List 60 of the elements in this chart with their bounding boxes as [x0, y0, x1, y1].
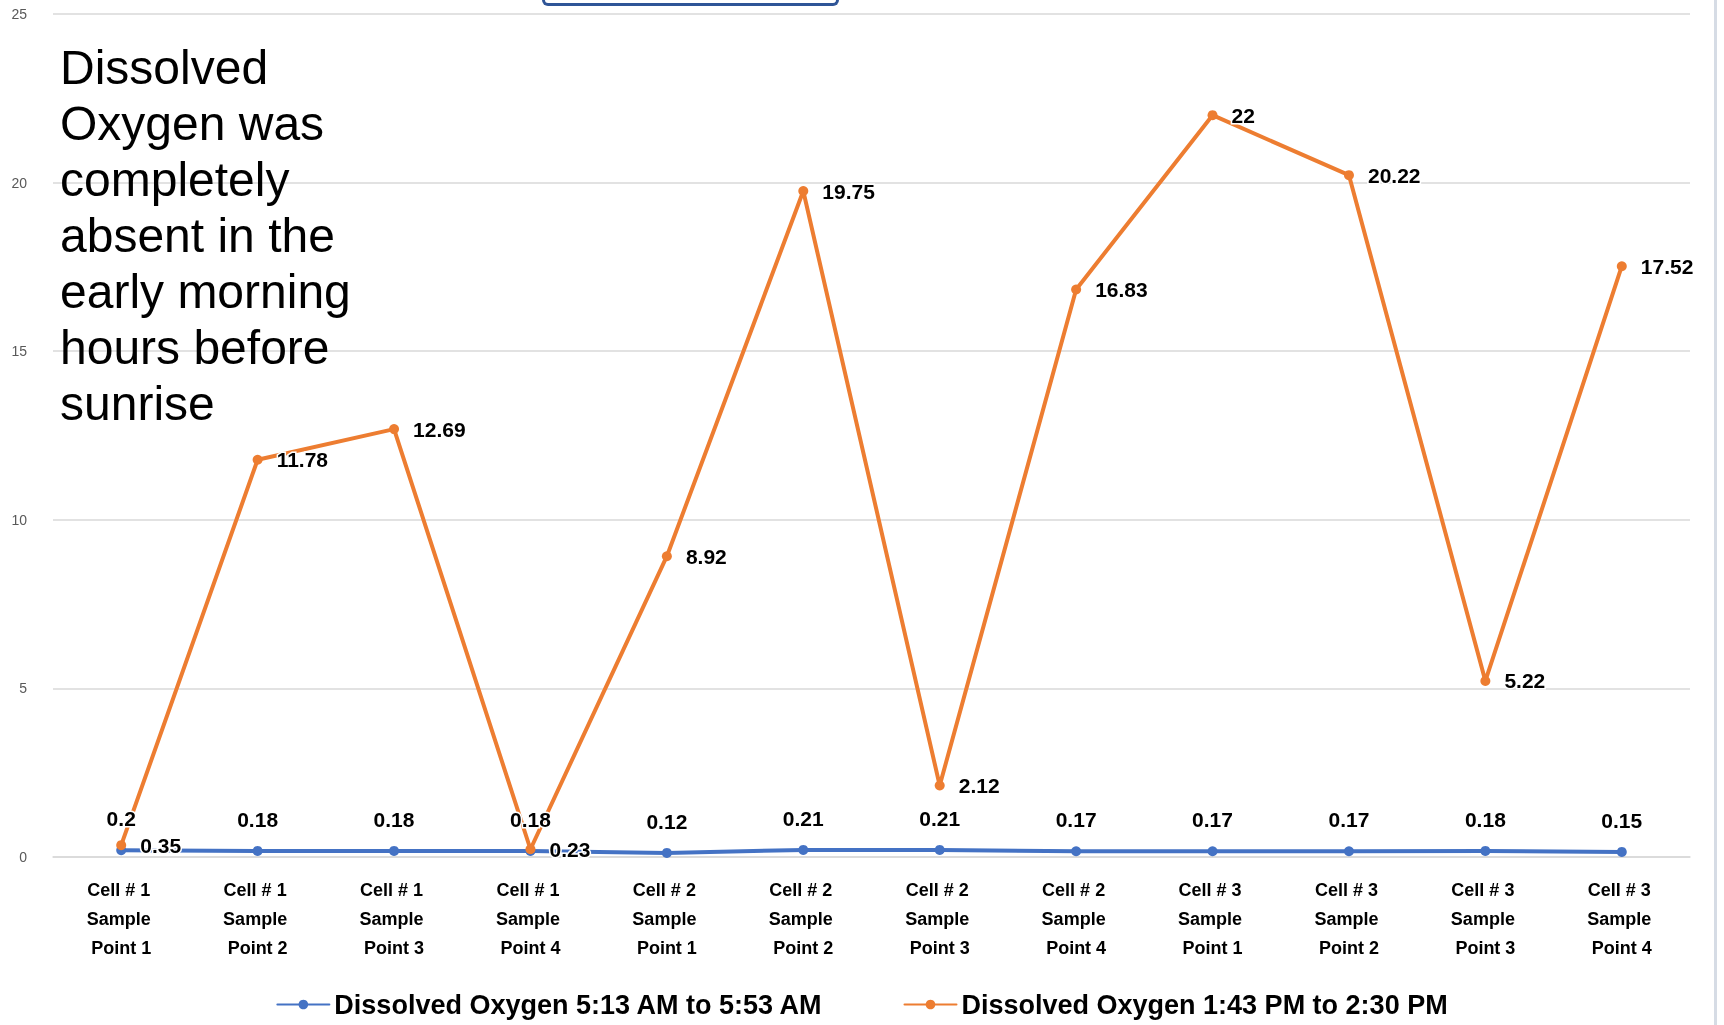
- point: [1616, 261, 1627, 272]
- data-label: 0.17: [1055, 808, 1097, 832]
- point: [1071, 846, 1082, 857]
- x-tick-label: Cell # 2 Sample Point 3: [905, 879, 975, 958]
- y-tick-label: 10: [11, 511, 28, 528]
- point: [1207, 846, 1218, 857]
- x-tick-label: Cell # 2 Sample Point 1: [632, 879, 702, 958]
- point: [252, 845, 263, 856]
- x-tick-label: Cell # 2 Sample Point 2: [768, 879, 838, 958]
- x-tick-label: Cell # 3 Sample Point 3: [1450, 879, 1520, 958]
- data-label: 0.21: [782, 806, 825, 830]
- point: [798, 844, 809, 855]
- point: [661, 551, 672, 562]
- point: [116, 840, 127, 851]
- data-label: 11.78: [276, 448, 329, 472]
- data-label: 5.22: [1504, 669, 1546, 693]
- legend-label: Dissolved Oxygen 1:43 PM to 2:30 PM: [961, 989, 1448, 1020]
- data-label: 2.12: [958, 774, 1000, 798]
- legend-label: Dissolved Oxygen 5:13 AM to 5:53 AM: [334, 989, 822, 1020]
- data-label: 20.22: [1367, 163, 1421, 187]
- x-tick-label: Cell # 1 Sample Point 3: [359, 879, 429, 958]
- point: [934, 780, 945, 791]
- data-label: 0.12: [646, 809, 688, 833]
- x-tick-label: Cell # 2 Sample Point 4: [1041, 879, 1111, 958]
- point: [661, 847, 672, 858]
- y-tick-label: 25: [11, 6, 28, 22]
- y-tick-label: 0: [19, 849, 28, 865]
- data-label: 17.52: [1640, 254, 1694, 278]
- data-label: 0.17: [1328, 808, 1370, 832]
- point: [934, 844, 945, 855]
- data-label: 19.75: [822, 179, 876, 203]
- point: [1343, 170, 1354, 181]
- data-label: 16.83: [1095, 277, 1148, 301]
- data-label: 0.18: [1464, 807, 1507, 831]
- x-tick-label: Cell # 1 Sample Point 4: [495, 879, 565, 958]
- data-label: 8.92: [685, 544, 727, 568]
- data-label: 0.21: [919, 806, 961, 830]
- point: [389, 845, 400, 856]
- data-label: 0.15: [1601, 808, 1643, 832]
- point: [1343, 846, 1354, 857]
- data-label: 22: [1231, 103, 1255, 127]
- data-label: 0.18: [373, 807, 415, 831]
- x-tick-label: Cell # 1 Sample Point 1: [86, 879, 156, 958]
- x-tick-label: Cell # 3 Sample Point 2: [1314, 879, 1384, 958]
- y-tick-label: 20: [11, 174, 28, 191]
- y-tick-label: 15: [11, 343, 28, 360]
- point: [1207, 110, 1218, 121]
- x-tick-label: Cell # 1 Sample Point 2: [223, 879, 293, 958]
- x-tick-label: Cell # 3 Sample Point 4: [1587, 879, 1657, 958]
- data-label: 12.69: [413, 417, 466, 441]
- x-tick-label: Cell # 3 Sample Point 1: [1178, 879, 1248, 958]
- point: [1616, 846, 1627, 857]
- y-tick-label: 5: [19, 680, 28, 697]
- point: [252, 454, 263, 465]
- data-label: 0.17: [1192, 808, 1233, 832]
- data-label: 0.18: [237, 807, 279, 831]
- annotation: Dissolved Oxygen was completely absent in the early morning hours before sunrise: [60, 40, 352, 432]
- point: [1480, 845, 1491, 856]
- point: [1071, 284, 1082, 295]
- point: [389, 424, 400, 435]
